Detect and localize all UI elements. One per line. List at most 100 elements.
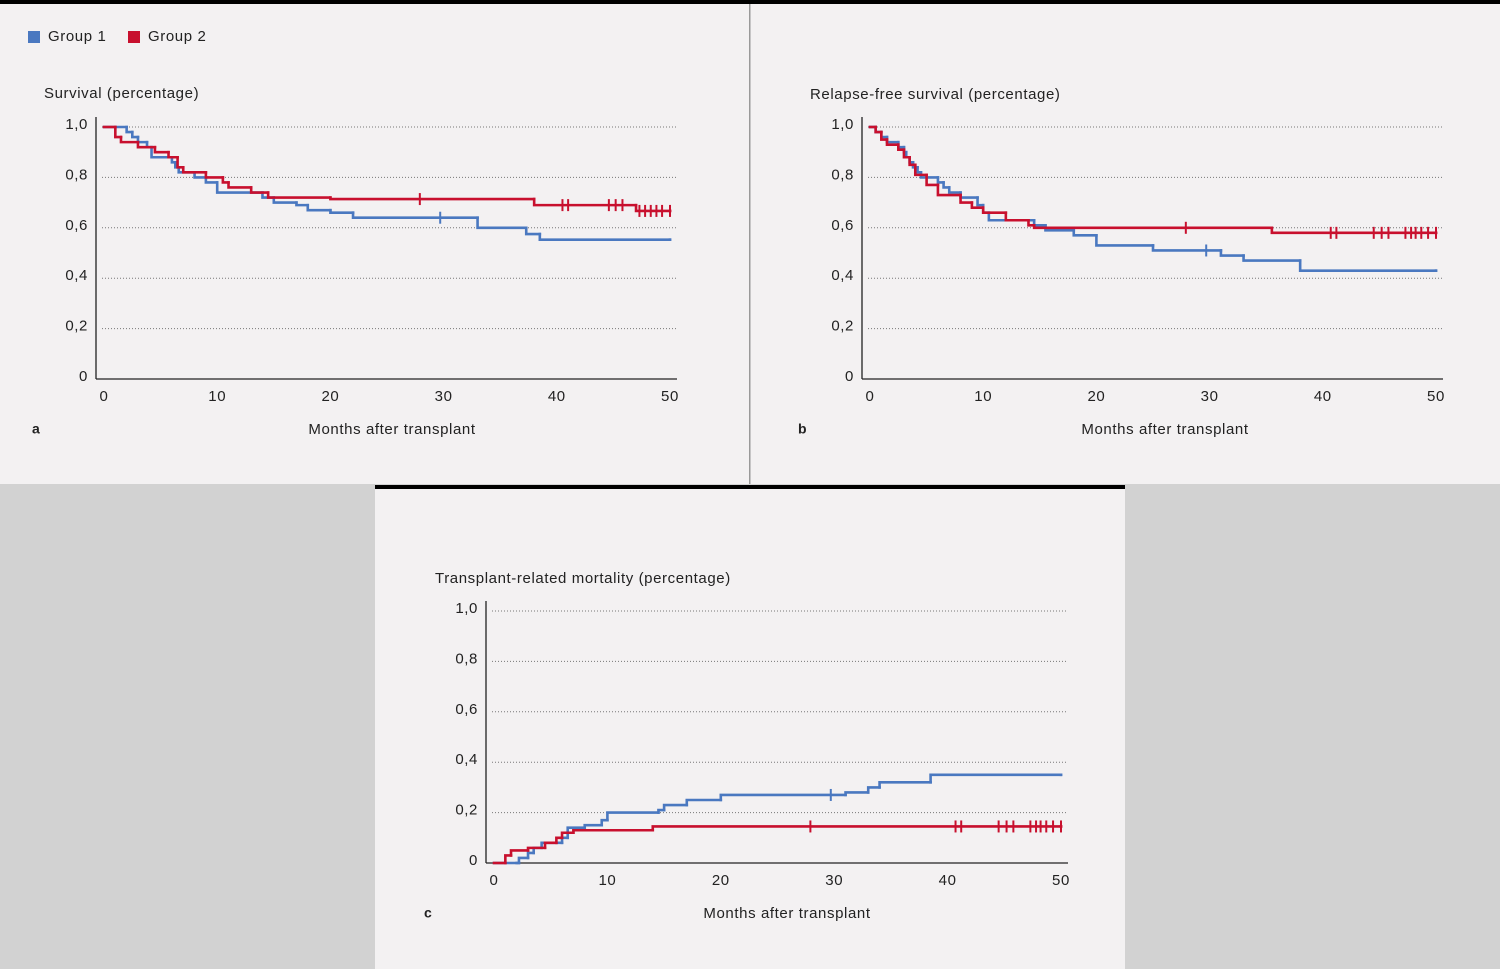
x-tick-label: 20 (1087, 388, 1105, 405)
step-segment (509, 849, 530, 857)
x-axis-title: Months after transplant (1081, 421, 1248, 438)
step-segment (981, 206, 1008, 214)
step-segment (936, 176, 945, 184)
y-tick-label: 0,2 (831, 318, 854, 335)
y-tick-label: 1,0 (831, 116, 854, 133)
step-segment (538, 232, 672, 241)
x-tick-label: 50 (661, 388, 679, 405)
panel-label: a (32, 421, 40, 437)
axis-title: Survival (percentage) (44, 85, 199, 102)
x-tick-label: 10 (598, 872, 616, 889)
step-segment (600, 818, 609, 827)
x-tick-label: 0 (490, 872, 499, 889)
step-segment (560, 831, 575, 840)
divider (749, 4, 751, 484)
step-segment (517, 856, 530, 865)
y-tick-label: 0,8 (455, 650, 478, 667)
step-segment (131, 130, 140, 139)
step-segment (908, 155, 917, 167)
step-segment (566, 826, 587, 840)
legend-swatch (28, 31, 40, 43)
step-segment (1298, 259, 1438, 272)
y-tick-label: 0,4 (65, 267, 88, 284)
step-segment (942, 181, 951, 189)
panel-label: c (424, 905, 432, 921)
step-segment (929, 773, 1063, 784)
step-segment (1095, 234, 1155, 247)
step-segment (119, 135, 140, 144)
step-segment (150, 145, 174, 159)
step-segment (329, 208, 355, 214)
step-segment (902, 148, 911, 159)
step-segment (306, 203, 332, 212)
step-segment (651, 825, 1063, 832)
x-tick-label: 30 (825, 872, 843, 889)
x-tick-label: 50 (1427, 388, 1445, 405)
x-tick-label: 0 (866, 388, 875, 405)
y-tick-label: 0,6 (65, 217, 88, 234)
step-segment (524, 226, 542, 236)
x-axis-title: Months after transplant (308, 421, 475, 438)
step-segment (925, 173, 940, 187)
step-segment (885, 138, 900, 146)
panel-label: b (798, 421, 807, 437)
step-segment (221, 176, 230, 184)
step-segment (1004, 211, 1030, 222)
y-tick-label: 0,6 (831, 217, 854, 234)
x-tick-label: 0 (100, 388, 109, 405)
step-segment (947, 186, 962, 194)
step-segment (959, 193, 974, 204)
y-tick-label: 0,4 (831, 267, 854, 284)
step-segment (844, 791, 870, 797)
step-segment (719, 793, 847, 802)
step-segment (351, 211, 479, 220)
x-tick-label: 40 (548, 388, 566, 405)
step-segment (526, 846, 547, 852)
axis-title: Relapse-free survival (percentage) (810, 86, 1061, 103)
y-tick-label: 0,6 (455, 701, 478, 718)
y-tick-label: 0,4 (455, 751, 478, 768)
step-segment (266, 191, 332, 199)
step-segment (1219, 249, 1245, 257)
x-tick-label: 40 (939, 872, 957, 889)
x-tick-label: 20 (712, 872, 730, 889)
step-segment (136, 140, 157, 149)
step-segment (1151, 244, 1223, 252)
step-segment (215, 181, 264, 194)
x-tick-label: 50 (1052, 872, 1070, 889)
y-tick-label: 1,0 (65, 116, 88, 133)
step-segment (606, 811, 660, 822)
step-segment (634, 203, 672, 213)
legend-label: Group 1 (48, 28, 106, 45)
step-segment (532, 197, 638, 207)
step-segment (543, 841, 558, 850)
step-segment (880, 130, 889, 141)
step-segment (1027, 218, 1036, 227)
step-segment (227, 181, 253, 189)
step-segment (583, 823, 604, 830)
y-tick-label: 0,8 (65, 166, 88, 183)
y-tick-label: 0 (469, 852, 478, 869)
legend-swatch (128, 31, 140, 43)
y-tick-label: 0 (79, 368, 88, 385)
step-segment (555, 836, 564, 845)
bottom-rule (375, 485, 1125, 489)
step-segment (272, 196, 298, 204)
step-segment (167, 150, 179, 159)
step-segment (897, 143, 906, 151)
y-tick-label: 1,0 (455, 600, 478, 617)
bottom-panel (375, 485, 1125, 969)
x-tick-label: 30 (1201, 388, 1219, 405)
x-tick-label: 20 (321, 388, 339, 405)
y-tick-label: 0,8 (831, 166, 854, 183)
x-tick-label: 10 (974, 388, 992, 405)
step-segment (685, 798, 723, 807)
step-segment (657, 808, 666, 814)
step-segment (662, 803, 689, 812)
step-segment (913, 163, 928, 177)
y-tick-label: 0 (845, 368, 854, 385)
step-segment (176, 155, 185, 169)
axis-title: Transplant-related mortality (percentage… (435, 570, 731, 587)
step-segment (114, 125, 123, 139)
